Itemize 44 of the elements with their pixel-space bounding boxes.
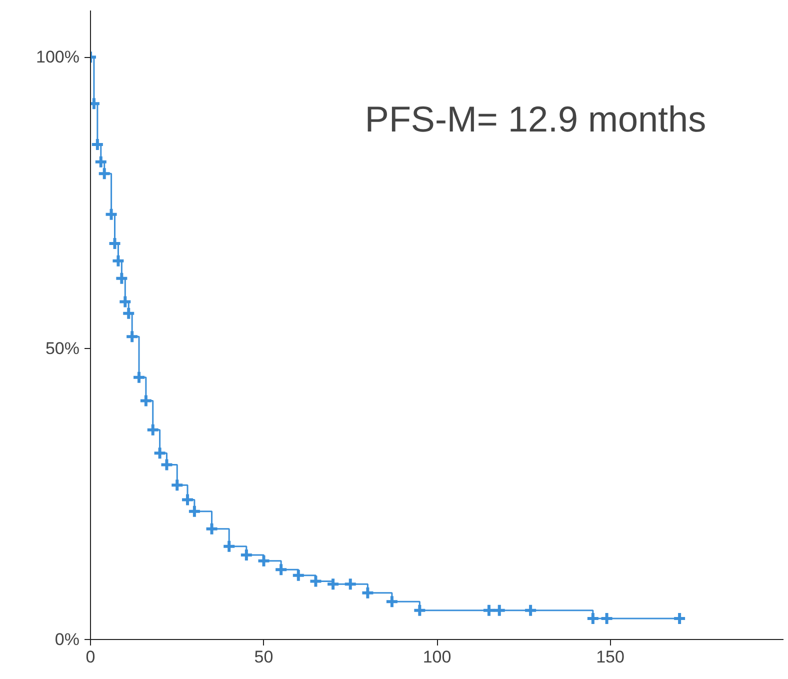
point xyxy=(412,603,427,618)
point xyxy=(122,306,136,320)
point xyxy=(492,603,506,618)
x-tick-label: 100 xyxy=(422,648,452,666)
point xyxy=(586,612,600,626)
x-tick-label: 150 xyxy=(596,648,624,666)
point xyxy=(239,548,254,562)
point xyxy=(274,562,288,577)
point xyxy=(291,568,306,582)
x-tick-label: 0 xyxy=(86,648,96,666)
annotation: PFS-M= 12.9 months xyxy=(364,98,706,140)
point xyxy=(187,504,202,518)
point xyxy=(97,166,112,181)
point xyxy=(524,603,538,618)
point xyxy=(104,207,118,222)
point xyxy=(360,586,375,600)
point xyxy=(180,492,195,507)
point xyxy=(114,271,129,286)
point xyxy=(170,478,184,492)
point xyxy=(90,137,104,152)
point xyxy=(343,577,358,592)
point xyxy=(108,236,122,250)
x-tick-label: 50 xyxy=(254,648,274,666)
point xyxy=(146,422,160,437)
point xyxy=(138,394,153,408)
point xyxy=(132,370,146,384)
point xyxy=(672,612,687,626)
point xyxy=(160,458,174,472)
point xyxy=(482,603,496,618)
point xyxy=(204,522,219,536)
point xyxy=(152,446,167,460)
y-tick-label: 50% xyxy=(45,338,80,358)
point xyxy=(222,539,236,554)
y-tick-label: 0% xyxy=(54,630,80,649)
point xyxy=(326,577,340,592)
point xyxy=(256,554,271,568)
point xyxy=(384,594,399,609)
y-tick-label: 100% xyxy=(36,48,80,67)
point xyxy=(125,330,140,344)
point xyxy=(118,294,132,309)
point xyxy=(308,574,323,588)
point xyxy=(94,154,108,169)
point xyxy=(111,254,126,268)
point xyxy=(600,612,614,626)
